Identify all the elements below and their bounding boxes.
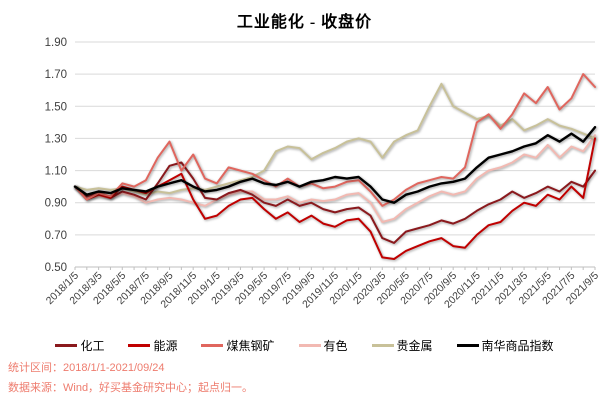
- legend-label-precious-metals: 贵金属: [396, 339, 433, 353]
- legend-swatch-precious-metals: [371, 344, 394, 347]
- legend-label-energy: 能源: [153, 339, 178, 353]
- legend-swatch-energy: [128, 344, 151, 347]
- legend-item-nonferrous: 有色: [298, 337, 348, 354]
- y-tick-label: 1.90: [45, 37, 67, 49]
- y-tick-label: 1.50: [45, 101, 67, 113]
- legend-item-energy: 能源: [128, 337, 177, 354]
- legend-item-coal-coke-steel-ore: 煤焦钢矿: [201, 337, 275, 354]
- series-line-2: [74, 73, 596, 207]
- legend-swatch-coal-coke-steel-ore: [201, 344, 224, 347]
- chart-title: 工业能化 - 收盘价: [236, 14, 373, 31]
- legend-item-precious-metals: 贵金属: [371, 337, 433, 354]
- legend-swatch-chemicals: [55, 344, 78, 347]
- legend-label-chemicals: 化工: [80, 339, 105, 353]
- legend-swatch-nanhua-commodity-index: [456, 344, 479, 347]
- series-line-4: [74, 82, 596, 196]
- legend-item-chemicals: 化工: [55, 337, 104, 354]
- legend-item-nanhua-commodity-index: 南华商品指数: [456, 337, 554, 354]
- y-tick-label: 1.30: [45, 133, 67, 145]
- legend-label-nonferrous: 有色: [323, 339, 348, 353]
- y-tick-label: 1.70: [45, 69, 67, 81]
- legend-label-coal-coke-steel-ore: 煤焦钢矿: [226, 339, 275, 353]
- y-tick-label: 0.90: [45, 198, 67, 210]
- y-tick-label: 0.70: [45, 230, 67, 242]
- y-tick-label: 0.50: [45, 262, 67, 274]
- legend-label-nanhua-commodity-index: 南华商品指数: [481, 339, 554, 353]
- data-source-note: 数据来源：Wind，好买基金研究中心；起点归一。: [8, 382, 254, 394]
- series-line-5: [73, 125, 597, 204]
- stat-range-note: 统计区间：2018/1/1-2021/09/24: [8, 362, 165, 374]
- series-line-3: [74, 134, 596, 223]
- series-line-0: [74, 161, 596, 244]
- legend-swatch-nonferrous: [298, 344, 321, 347]
- y-tick-label: 1.10: [45, 166, 67, 178]
- legend: 化工 能源 煤焦钢矿 有色 贵金属 南华商品指数: [0, 337, 609, 354]
